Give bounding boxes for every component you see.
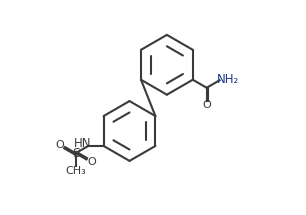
Text: HN: HN (74, 137, 91, 150)
Text: S: S (72, 147, 80, 160)
Text: O: O (87, 157, 96, 167)
Text: O: O (55, 140, 64, 150)
Text: NH₂: NH₂ (217, 73, 239, 86)
Text: O: O (202, 100, 211, 110)
Text: CH₃: CH₃ (65, 166, 86, 176)
